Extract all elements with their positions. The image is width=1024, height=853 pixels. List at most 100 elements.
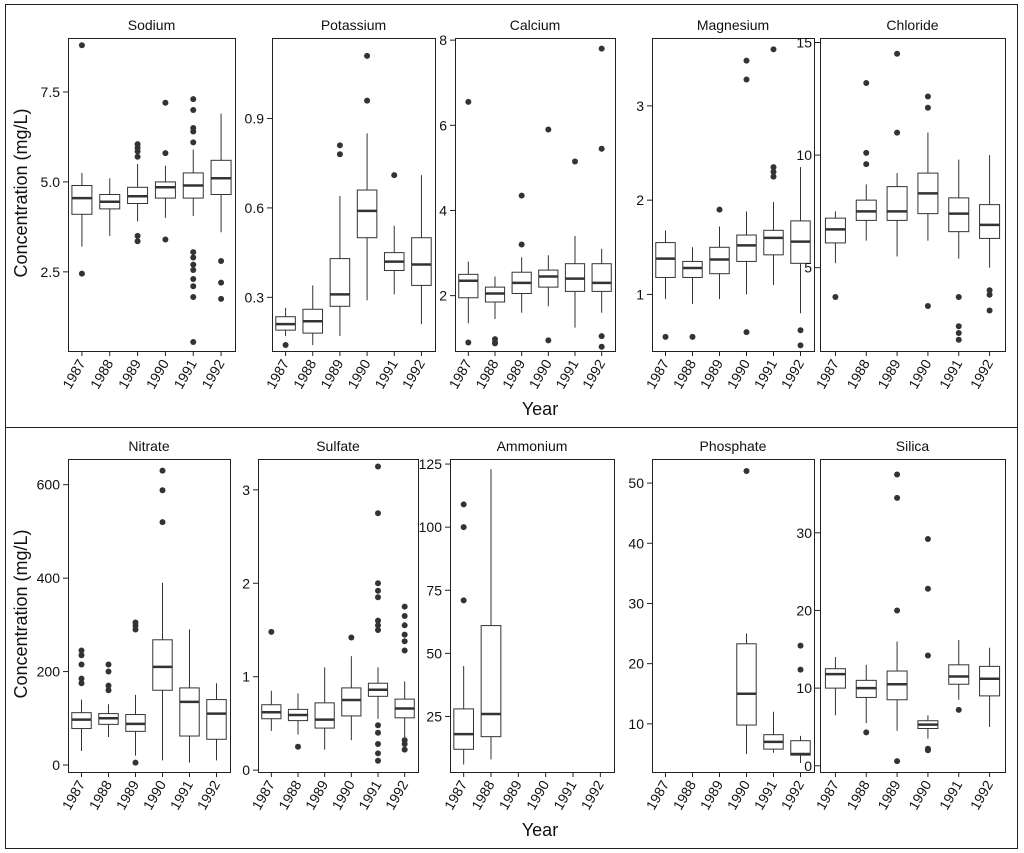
outlier-point	[190, 139, 197, 146]
outlier-point	[401, 622, 408, 629]
box-1992	[210, 113, 232, 302]
outlier-point	[375, 587, 381, 594]
outlier-point	[797, 342, 804, 349]
y-tick-label: 5	[804, 260, 812, 276]
x-tick-label: 1990	[140, 777, 170, 812]
box-1989	[127, 141, 149, 245]
y-tick-label: 25	[426, 708, 442, 724]
outlier-point	[894, 494, 901, 501]
outlier-point	[190, 294, 197, 301]
panel-frame	[450, 459, 615, 773]
outlier-point	[924, 93, 931, 100]
x-tick-label: 1989	[115, 356, 145, 391]
outlier-point	[391, 172, 398, 179]
box-1987	[458, 98, 479, 346]
outlier-point	[105, 668, 112, 675]
x-tick-label: 1991	[751, 777, 781, 812]
outlier-point	[336, 151, 343, 158]
box-1990	[538, 126, 559, 344]
box-1987	[275, 307, 296, 349]
outlier-point	[955, 336, 962, 343]
outlier-point	[743, 76, 750, 83]
box-1987	[824, 211, 846, 300]
x-tick-label: 1987	[813, 356, 843, 391]
box-1991	[948, 639, 970, 713]
outlier-point	[134, 232, 141, 239]
x-tick-label: 1991	[751, 356, 781, 391]
outlier-point	[743, 57, 750, 64]
outlier-point	[401, 612, 408, 619]
box-1991	[182, 96, 204, 346]
y-tick-label: 0	[242, 762, 250, 778]
outlier-point	[832, 293, 839, 300]
outlier-point	[364, 52, 371, 59]
x-tick-label: 1990	[523, 777, 553, 812]
x-tick-label: 1991	[550, 777, 580, 812]
box-iqr	[736, 643, 757, 726]
outlier-point	[159, 487, 166, 494]
x-tick-label: 1989	[499, 356, 529, 391]
outlier-point	[162, 99, 169, 106]
box-iqr	[655, 242, 676, 278]
outlier-point	[986, 307, 993, 314]
box-iqr	[341, 687, 362, 717]
outlier-point	[401, 631, 408, 638]
outlier-point	[598, 343, 605, 350]
panel-title: Calcium	[510, 17, 561, 33]
outlier-point	[924, 585, 931, 592]
outlier-point	[924, 652, 931, 659]
outlier-point	[78, 661, 85, 668]
box-1989	[886, 50, 908, 257]
outlier-point	[465, 98, 472, 105]
box-1990	[341, 634, 362, 741]
x-tick-label: 1989	[697, 356, 727, 391]
y-tick-label: 20	[628, 656, 644, 672]
y-tick-label: 50	[426, 645, 442, 661]
y-tick-label: 8	[439, 32, 447, 48]
outlier-point	[401, 603, 408, 610]
outlier-point	[465, 339, 472, 346]
x-tick-label: 1991	[936, 777, 966, 812]
x-tick-label: 1988	[275, 777, 305, 812]
outlier-point	[518, 192, 525, 199]
box-1987	[453, 501, 475, 765]
outlier-point	[986, 287, 993, 294]
outlier-point	[770, 164, 777, 171]
outlier-point	[348, 634, 355, 641]
outlier-point	[190, 106, 197, 113]
y-tick-label: 1	[242, 669, 250, 685]
box-iqr	[453, 708, 475, 750]
box-iqr	[314, 702, 335, 729]
outlier-point	[134, 153, 141, 160]
panel-frame	[652, 38, 815, 352]
x-tick-label: 1987	[813, 777, 843, 812]
panel-chloride: Chloride 5 10 15 1987 1988 1989 1990 1991 1992	[796, 17, 1006, 391]
outlier-point	[894, 50, 901, 57]
box-iqr	[538, 269, 559, 288]
box-iqr	[458, 273, 479, 299]
x-tick-label: 1991	[167, 777, 197, 812]
outlier-point	[190, 249, 197, 256]
box-1990	[736, 468, 757, 754]
outlier-point	[401, 740, 408, 747]
panel-title: Phosphate	[700, 438, 767, 454]
box-1991	[948, 159, 970, 343]
outlier-point	[986, 291, 993, 298]
x-tick-label: 1990	[724, 356, 754, 391]
y-tick-label: 0	[804, 758, 812, 774]
bottom-y-axis-label: Concentration (mg/L)	[11, 529, 31, 698]
x-tick-label: 1992	[579, 356, 609, 391]
panel-title: Silica	[896, 438, 930, 454]
box-1992	[979, 155, 1001, 314]
outlier-point	[375, 626, 381, 633]
box-1988	[484, 276, 506, 347]
box-iqr	[179, 687, 200, 737]
outlier-point	[770, 46, 777, 53]
bottom-row-border	[5, 427, 1018, 849]
outlier-point	[134, 238, 141, 245]
outlier-point	[894, 471, 901, 478]
outlier-point	[770, 173, 777, 180]
outlier-point	[955, 329, 962, 336]
outlier-point	[78, 42, 85, 49]
